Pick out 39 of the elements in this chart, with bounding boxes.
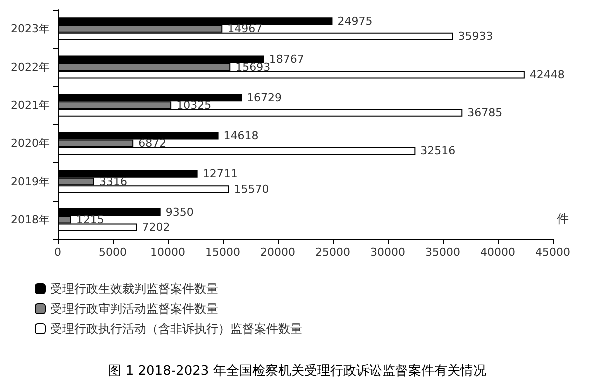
data-label: 10325 <box>176 98 212 112</box>
legend-label: 受理行政生效裁判监督案件数量 <box>50 282 218 296</box>
data-label: 12711 <box>202 168 238 181</box>
x-axis-title: 件 <box>557 212 569 226</box>
data-label: 7202 <box>142 221 170 234</box>
x-tick-label: 15000 <box>206 246 240 259</box>
y-tick-label: 2022年 <box>11 60 50 74</box>
y-tick-label: 2018年 <box>11 213 50 226</box>
data-label: 32516 <box>420 144 456 158</box>
data-label: 36785 <box>468 106 503 120</box>
data-label: 15693 <box>236 60 271 74</box>
x-tick-label: 20000 <box>260 246 296 259</box>
data-label: 35933 <box>458 30 494 44</box>
y-tick-label: 2019年 <box>11 175 50 188</box>
x-tick-label: 5000 <box>99 246 127 259</box>
x-tick-label: 0 <box>54 246 62 259</box>
y-tick-label: 2023年 <box>11 22 50 36</box>
legend-label: 受理行政执行活动（含非诉执行）监督案件数量 <box>50 322 302 336</box>
data-label: 1215 <box>76 213 104 226</box>
data-label: 16729 <box>247 91 282 104</box>
x-tick-label: 30000 <box>370 246 406 259</box>
legend-label: 受理行政审判活动监督案件数量 <box>50 302 218 316</box>
text: 图 1 2018-2023 年全国检察机关受理行政诉讼监督案件有关情况 <box>108 363 486 379</box>
data-label: 9350 <box>166 206 194 219</box>
x-tick-label: 35000 <box>426 246 460 259</box>
x-tick-label: 10000 <box>150 246 186 259</box>
data-label: 14967 <box>228 22 263 36</box>
y-tick-label: 2021年 <box>11 98 50 112</box>
y-tick-label: 2020年 <box>11 137 50 150</box>
x-tick-label: 40000 <box>480 246 516 259</box>
x-tick-label: 25000 <box>316 246 350 259</box>
x-tick-label: 45000 <box>536 246 570 259</box>
data-label: 6872 <box>138 137 167 150</box>
data-label: 24975 <box>338 14 373 28</box>
data-label: 18767 <box>269 53 304 66</box>
data-label: 15570 <box>234 182 270 196</box>
data-label: 14618 <box>224 129 259 142</box>
data-label: 42448 <box>530 68 565 82</box>
data-label: 3316 <box>99 175 128 188</box>
